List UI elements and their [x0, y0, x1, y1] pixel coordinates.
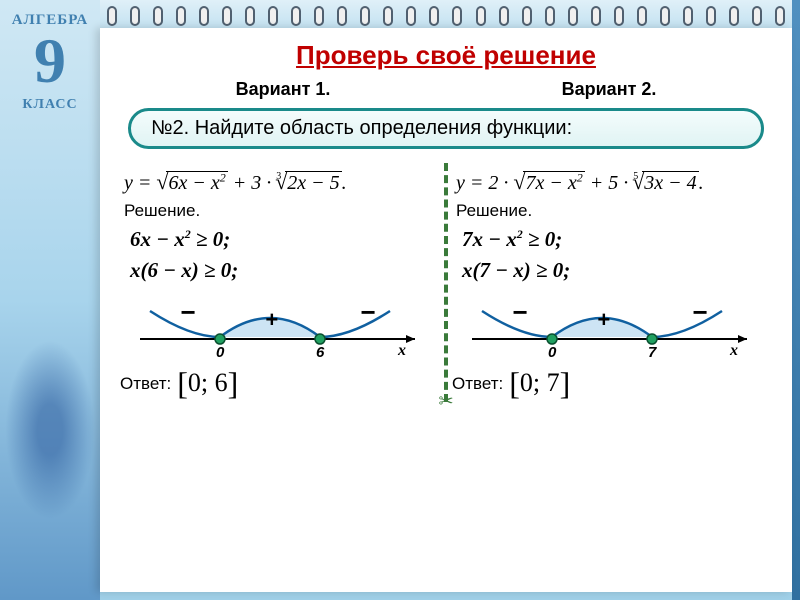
- page-title: Проверь своё решение: [120, 40, 772, 71]
- sidebar-decoration: [5, 340, 95, 520]
- svg-text:−: −: [360, 297, 375, 327]
- column-1: y = 6x − x2 + 3 · 32x − 5. Решение. 6x −…: [120, 163, 440, 402]
- sidebar: АЛГЕБРА 9 КЛАСС: [0, 0, 100, 600]
- svg-text:x: x: [729, 342, 738, 359]
- right-edge: [792, 0, 800, 600]
- svg-text:+: +: [265, 307, 278, 332]
- variant-1-label: Вариант 1.: [236, 79, 331, 100]
- scissors-icon: ✂: [438, 391, 453, 412]
- inequality-2b: x(7 − x) ≥ 0;: [462, 258, 768, 283]
- inequality-1b: x(6 − x) ≥ 0;: [130, 258, 436, 283]
- solution-label-2: Решение.: [456, 201, 768, 221]
- formula-1: y = 6x − x2 + 3 · 32x − 5.: [124, 169, 436, 195]
- inequality-1a: 6x − x2 ≥ 0;: [130, 227, 436, 252]
- answer-2: Ответ: [0; 7]: [452, 365, 772, 402]
- number-line-1: − + − 0 6 x: [120, 291, 440, 361]
- page-content: Проверь своё решение Вариант 1. Вариант …: [100, 28, 792, 592]
- svg-text:0: 0: [548, 344, 557, 361]
- sidebar-klass: КЛАСС: [0, 97, 100, 113]
- svg-text:6: 6: [316, 344, 325, 361]
- variant-row: Вариант 1. Вариант 2.: [120, 79, 772, 100]
- answer-1: Ответ: [0; 6]: [120, 365, 440, 402]
- svg-text:+: +: [597, 307, 610, 332]
- task-box: №2. Найдите область определения функции:: [128, 108, 764, 149]
- inequality-2a: 7x − x2 ≥ 0;: [462, 227, 768, 252]
- column-2: y = 2 · 7x − x2 + 5 · 53x − 4. Решение. …: [452, 163, 772, 402]
- svg-text:x: x: [397, 342, 406, 359]
- sidebar-grade: 9: [0, 29, 100, 93]
- svg-text:−: −: [180, 297, 195, 327]
- variant-2-label: Вариант 2.: [562, 79, 657, 100]
- svg-text:0: 0: [216, 344, 225, 361]
- number-line-2: − + − 0 7 x: [452, 291, 772, 361]
- formula-2: y = 2 · 7x − x2 + 5 · 53x − 4.: [456, 169, 768, 195]
- svg-text:7: 7: [648, 344, 657, 361]
- svg-text:−: −: [512, 297, 527, 327]
- columns: ✂ y = 6x − x2 + 3 · 32x − 5. Решение. 6x…: [120, 163, 772, 402]
- column-divider: [444, 163, 448, 402]
- solution-label-1: Решение.: [124, 201, 436, 221]
- svg-text:−: −: [692, 297, 707, 327]
